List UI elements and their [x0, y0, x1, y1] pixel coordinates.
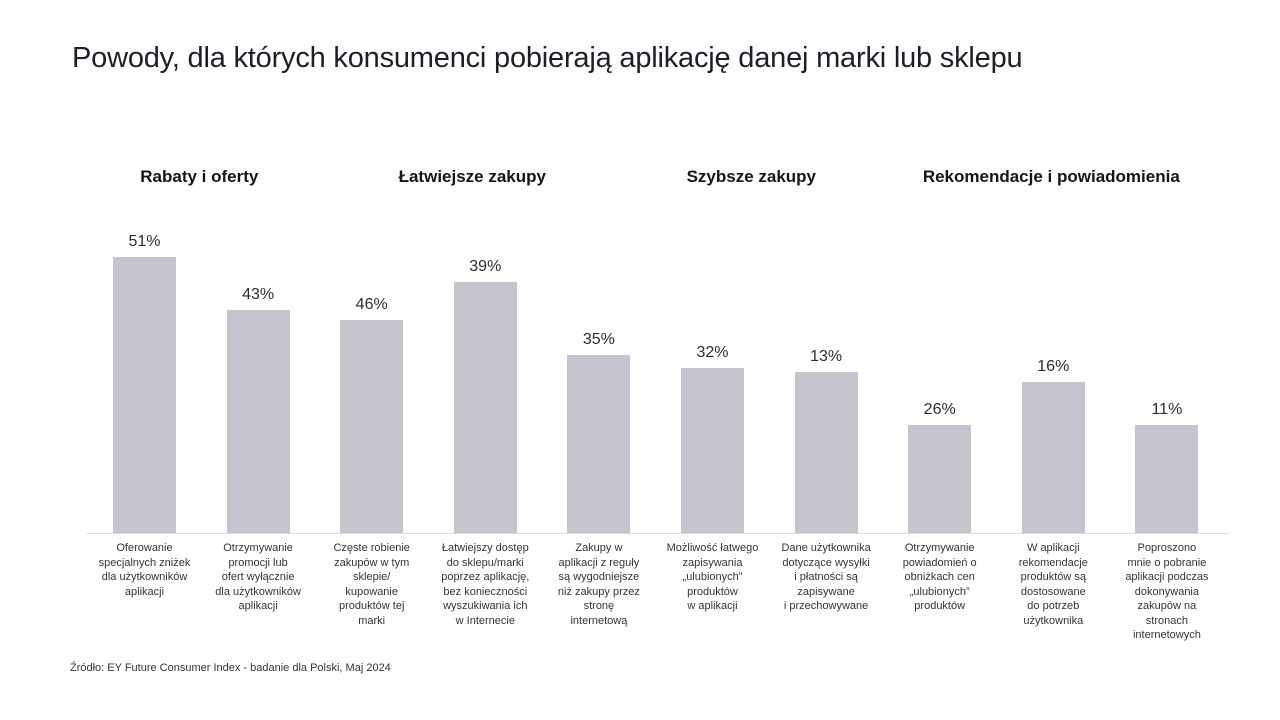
bar-category-label: Dane użytkownika dotyczące wysyłki i pła… — [781, 542, 871, 612]
bar — [681, 368, 744, 534]
bar-value-label: 16% — [1037, 358, 1070, 375]
bar-category-label: W aplikacji rekomendacje produktów są do… — [1018, 542, 1088, 627]
bar-category-label: Oferowanie specjalnych zniżek dla użytko… — [98, 542, 191, 598]
bar — [908, 425, 972, 534]
bar-value-label: 11% — [1151, 401, 1183, 418]
bar-value-label: 43% — [242, 286, 275, 303]
bar — [226, 310, 290, 534]
group-header: Rekomendacje i powiadomienia — [922, 167, 1180, 186]
bar-category-label: Otrzymywanie promocji lub ofert wyłączni… — [215, 542, 301, 612]
bar — [1021, 382, 1085, 534]
bar-value-label: 46% — [355, 296, 388, 313]
bar — [567, 355, 631, 534]
chart-title: Powody, dla których konsumenci pobierają… — [72, 42, 1023, 74]
bar-value-label: 39% — [469, 258, 502, 275]
source-note: Źródło: EY Future Consumer Index - badan… — [70, 662, 391, 674]
group-header: Łatwiejsze zakupy — [398, 167, 546, 186]
bar-value-label: 32% — [696, 344, 729, 361]
bar — [340, 320, 404, 534]
bar-value-label: 35% — [582, 331, 615, 348]
bar-value-label: 13% — [810, 348, 843, 365]
bar-category-label: Poproszono mnie o pobranie aplikacji pod… — [1125, 542, 1209, 641]
bar-category-label: Częste robienie zakupów w tym sklepie/ k… — [333, 542, 410, 627]
group-header: Rabaty i oferty — [140, 167, 259, 186]
bar — [1135, 425, 1199, 534]
bar-value-label: 51% — [128, 233, 161, 250]
bar — [453, 282, 517, 534]
bar-category-label: Zakupy w aplikacji z reguły są wygodniej… — [557, 542, 640, 627]
bar-category-label: Możliwość łatwego zapisywania „ulubionyc… — [666, 542, 759, 612]
bar — [113, 257, 176, 534]
group-header: Szybsze zakupy — [686, 167, 817, 186]
bar-value-label: 26% — [923, 401, 956, 418]
bar-category-label: Otrzymywanie powiadomień o obniżkach cen… — [902, 542, 977, 612]
bar — [794, 372, 858, 534]
x-axis-line — [87, 533, 1228, 534]
bar-category-label: Łatwiejszy dostęp do sklepu/marki poprze… — [441, 542, 530, 627]
